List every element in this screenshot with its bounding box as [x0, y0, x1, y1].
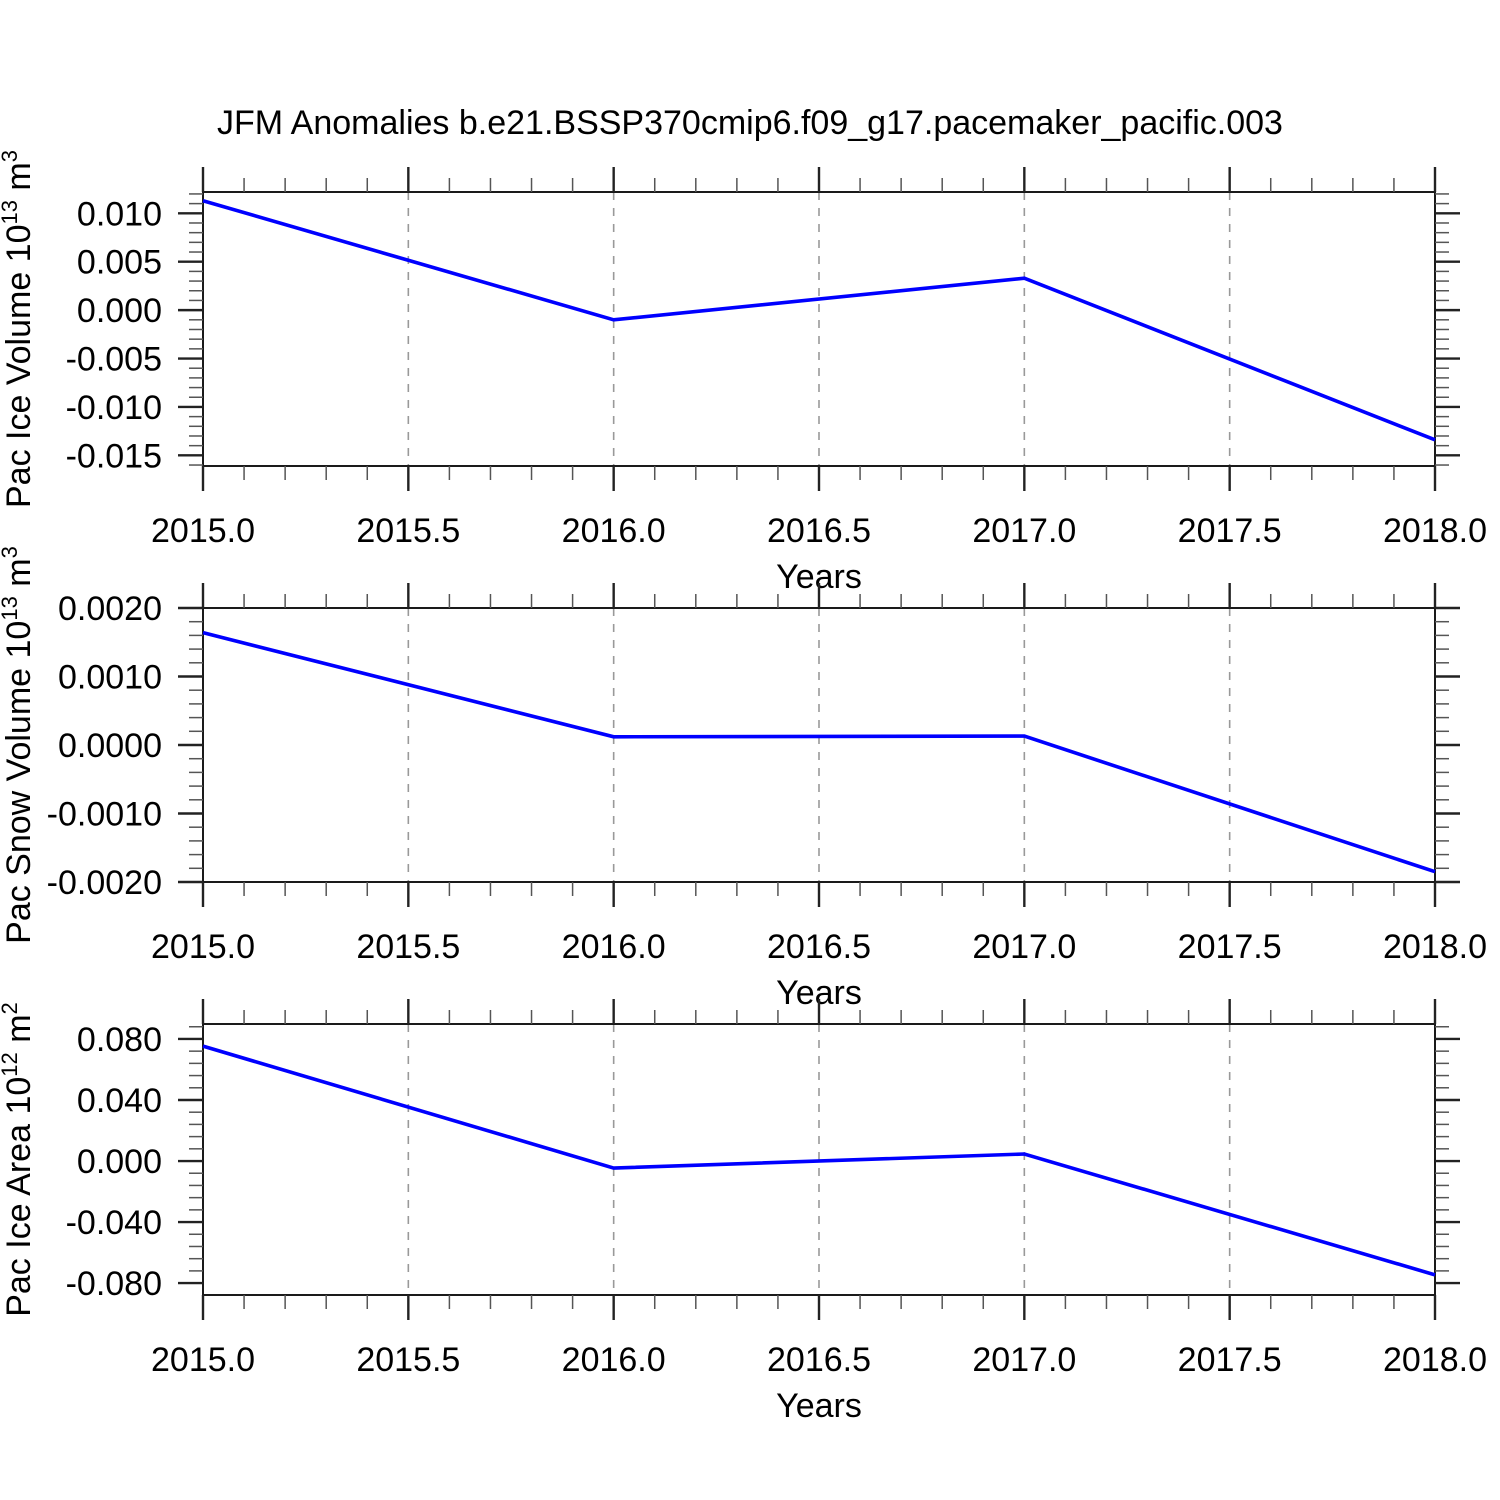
- x-axis-title: Years: [776, 1387, 862, 1425]
- x-tick-label: 2015.0: [151, 512, 255, 550]
- y-axis-title: Pac Ice Area 1012​ m2​: [0, 1002, 38, 1317]
- x-tick-label: 2017.0: [972, 1341, 1076, 1379]
- x-tick-label: 2017.0: [972, 928, 1076, 966]
- figure-title: JFM Anomalies b.e21.BSSP370cmip6.f09_g17…: [217, 104, 1283, 142]
- x-tick-label: 2017.0: [972, 512, 1076, 550]
- x-tick-label: 2015.0: [151, 928, 255, 966]
- y-axis-title: Pac Ice Volume 1013​ m3​: [0, 150, 38, 508]
- x-tick-label: 2015.5: [356, 1341, 460, 1379]
- y-tick-label: 0.0020: [58, 590, 162, 628]
- plot-frame: [202, 191, 1436, 467]
- x-tick-label: 2016.5: [767, 928, 871, 966]
- x-tick-label: 2017.5: [1178, 1341, 1282, 1379]
- x-tick-label: 2018.0: [1383, 928, 1487, 966]
- y-tick-label: -0.010: [66, 389, 162, 427]
- x-tick-label: 2016.0: [562, 1341, 666, 1379]
- y-tick-label: 0.005: [77, 244, 162, 282]
- x-tick-label: 2017.5: [1178, 512, 1282, 550]
- y-tick-label: -0.040: [66, 1204, 162, 1242]
- x-tick-label: 2018.0: [1383, 1341, 1487, 1379]
- data-line: [202, 198, 1436, 442]
- x-tick-label: 2015.5: [356, 928, 460, 966]
- x-tick-label: 2015.5: [356, 512, 460, 550]
- y-tick-label: 0.000: [77, 1143, 162, 1181]
- y-tick-label: 0.080: [77, 1021, 162, 1059]
- y-tick-label: 0.000: [77, 292, 162, 330]
- y-tick-label: 0.010: [77, 195, 162, 233]
- x-tick-label: 2015.0: [151, 1341, 255, 1379]
- y-tick-label: -0.0010: [47, 796, 162, 834]
- data-line: [202, 630, 1436, 874]
- y-tick-label: -0.0020: [47, 864, 162, 902]
- y-tick-label: 0.040: [77, 1082, 162, 1120]
- data-line: [202, 1044, 1436, 1277]
- x-tick-label: 2016.0: [562, 928, 666, 966]
- x-tick-label: 2016.0: [562, 512, 666, 550]
- x-tick-label: 2016.5: [767, 512, 871, 550]
- y-axis-title: Pac Snow Volume 1013​ m3​: [0, 546, 38, 944]
- x-tick-label: 2017.5: [1178, 928, 1282, 966]
- y-tick-label: -0.080: [66, 1265, 162, 1303]
- plot-frame: [202, 607, 1436, 883]
- y-tick-label: 0.0010: [58, 659, 162, 697]
- y-tick-label: -0.005: [66, 341, 162, 379]
- y-tick-label: -0.015: [66, 437, 162, 475]
- x-tick-label: 2018.0: [1383, 512, 1487, 550]
- y-tick-label: 0.0000: [58, 727, 162, 765]
- x-tick-label: 2016.5: [767, 1341, 871, 1379]
